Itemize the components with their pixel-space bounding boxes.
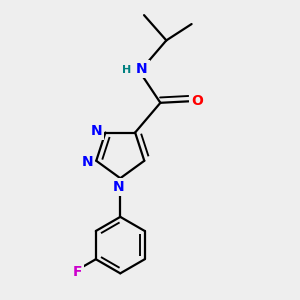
Text: N: N: [136, 61, 148, 76]
Text: O: O: [191, 94, 203, 108]
Text: N: N: [91, 124, 102, 138]
Text: F: F: [73, 265, 82, 279]
Text: N: N: [113, 180, 124, 194]
Text: N: N: [82, 155, 93, 169]
Text: H: H: [122, 65, 131, 75]
